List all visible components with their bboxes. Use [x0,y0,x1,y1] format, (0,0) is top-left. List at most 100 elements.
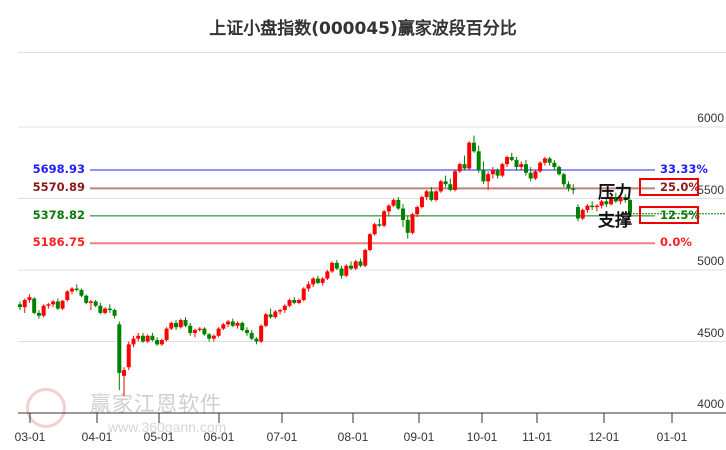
candle-body [301,288,306,301]
candle-body [575,207,580,219]
candle-body [150,335,155,341]
candle-body [618,197,623,202]
candle-body [391,199,396,206]
x-tick-label: 09-01 [403,430,435,444]
candle-body [259,325,264,342]
candle-body [254,338,259,342]
candle-body [547,158,552,163]
y-tick-label: 4500 [697,325,724,340]
candle-body [22,300,27,308]
candle-body [36,312,41,316]
y-tick-label: 4000 [697,397,724,411]
candle-body [32,298,37,313]
candle-body [419,197,424,208]
candle-body [628,199,632,213]
candle-body [221,324,226,329]
candle-body [382,211,387,226]
level-value-label: 5570.89 [32,180,85,195]
candle-body [438,181,443,192]
candle-body [609,197,614,205]
x-tick-label: 05-01 [143,430,175,444]
candle-body [159,340,164,345]
chart-title: 上证小盘指数(000045)赢家波段百分比 [209,19,517,39]
candle-body [145,335,150,342]
candle-body [476,151,481,170]
candle-body [263,314,268,326]
candle-body [230,321,235,326]
candle-body [249,332,254,339]
candle-body [126,344,131,368]
level-value-label: 5378.82 [32,207,85,222]
x-tick-label: 12-01 [588,430,620,444]
candle-body [226,321,231,325]
candle-body [320,278,325,283]
candle-body [188,325,193,333]
candle-body [41,305,46,316]
candle-body [363,249,368,266]
candle-body [358,261,363,266]
candle-body [623,197,628,200]
candle-body [377,224,382,226]
candle-body [514,159,519,168]
candle-body [561,174,566,185]
candle-body [174,322,179,328]
candle-body [462,164,467,169]
candle-body [202,328,207,335]
candle-body [505,157,510,165]
candle-body [306,284,311,289]
candle-body [410,214,415,233]
candle-body [339,268,344,276]
candle-body [93,301,98,306]
level-percent-label: 0.0% [660,235,692,250]
level-value-label: 5698.93 [32,162,85,177]
candle-body [580,209,585,219]
candle-body [18,304,22,308]
candle-body [490,169,495,175]
candle-body [552,162,557,168]
candle-body [590,205,595,208]
candle-body [211,335,216,339]
candle-body [344,265,349,276]
candle-body [244,330,249,333]
candle-body [197,328,202,331]
candle-body [523,164,528,173]
level-highlight-box [639,178,699,197]
candle-body [401,208,406,220]
y-tick-label: 5500 [697,182,724,197]
x-tick-label: 03-01 [14,430,46,444]
candle-body [183,320,188,326]
title-divider [18,52,726,53]
x-tick-label: 08-01 [337,430,369,444]
candle-body [60,300,65,309]
candle-body [613,197,618,202]
x-tick-label: 10-01 [466,430,498,444]
candle-body [65,291,70,301]
candle-body [571,188,576,190]
candle-body [311,278,316,285]
candle-body [495,169,500,176]
candle-body [296,300,301,303]
x-tick-label: 11-01 [522,430,552,444]
candle-body [51,301,56,305]
candle-body [594,205,599,208]
candle-body [136,335,141,339]
candle-body [79,290,84,296]
candle-body [405,219,410,233]
candle-body [528,172,533,179]
candle-body [131,338,136,345]
x-tick-label: 01-01 [656,430,688,444]
candle-body [55,301,60,309]
candle-body [599,201,604,206]
candle-body [46,304,51,306]
candle-body [334,262,339,269]
candle-body [604,201,609,205]
candle-body [192,330,197,333]
candle-body [557,167,562,175]
candle-body [117,324,122,373]
candle-body [448,184,453,190]
candle-body [542,158,547,163]
candle-body [155,340,160,345]
x-tick-label: 07-01 [266,430,298,444]
candle-body [538,162,543,172]
candle-body [107,308,112,311]
